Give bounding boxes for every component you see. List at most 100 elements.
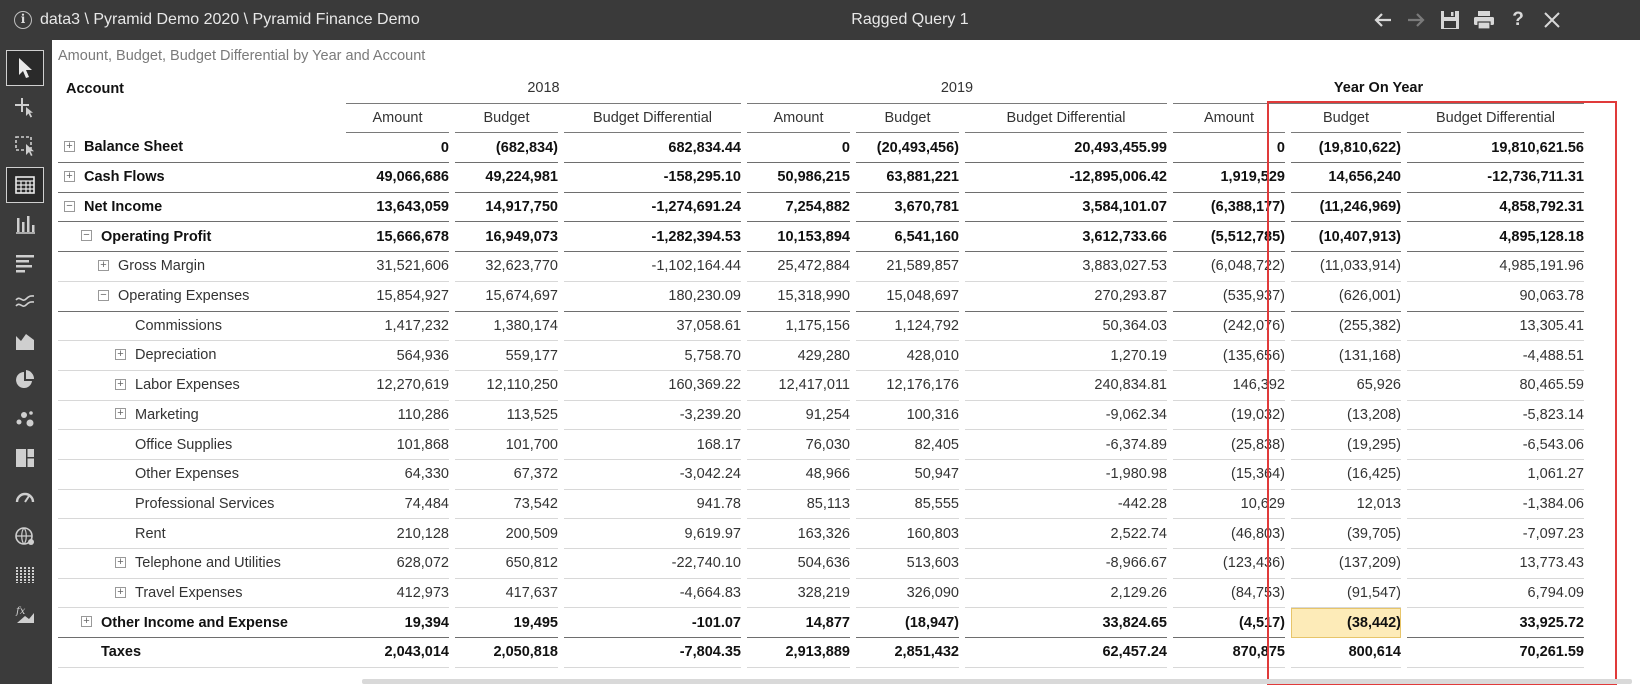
value-cell[interactable]: (242,076) (1173, 311, 1285, 342)
help-icon[interactable]: ? (1512, 9, 1524, 30)
value-cell[interactable]: 682,834.44 (564, 132, 741, 164)
value-cell[interactable]: (626,001) (1291, 281, 1401, 312)
value-cell[interactable]: 91,254 (747, 400, 850, 431)
value-cell[interactable]: 559,177 (455, 340, 558, 371)
value-cell[interactable]: 19,394 (346, 607, 449, 639)
value-cell[interactable]: 428,010 (856, 340, 959, 371)
table-row[interactable]: Rent 210,128 200,509 9,619.97 163,326 160,803… (58, 518, 1584, 549)
table-row[interactable]: + Marketing 110,286 113,525 -3,239.20 91,254 1… (58, 400, 1584, 431)
value-cell[interactable]: 1,417,232 (346, 311, 449, 342)
expand-icon[interactable]: + (64, 170, 75, 182)
account-cell[interactable]: Commissions (58, 311, 346, 342)
expand-icon[interactable]: + (115, 408, 126, 420)
value-cell[interactable]: 63,881,221 (856, 162, 959, 193)
value-cell[interactable]: 48,966 (747, 459, 850, 490)
value-cell[interactable]: 4,858,792.31 (1407, 192, 1584, 223)
measure-header-budget[interactable]: Budget (1291, 103, 1401, 134)
table-row[interactable]: + Labor Expenses 12,270,619 12,110,250 160,3… (58, 370, 1584, 401)
value-cell[interactable]: 13,773.43 (1407, 548, 1584, 579)
table-row[interactable]: + Gross Margin 31,521,606 32,623,770 -1,102,… (58, 251, 1584, 282)
account-cell[interactable]: + Labor Expenses (58, 370, 346, 401)
table-row[interactable]: + Depreciation 564,936 559,177 5,758.70 429,2… (58, 340, 1584, 371)
table-row[interactable]: + Telephone and Utilities 628,072 650,812 -2… (58, 548, 1584, 579)
value-cell[interactable]: 2,913,889 (747, 637, 850, 668)
value-cell[interactable]: -1,384.06 (1407, 489, 1584, 520)
value-cell[interactable]: -6,374.89 (965, 429, 1167, 460)
value-cell[interactable]: 110,286 (346, 400, 449, 431)
value-cell[interactable]: 4,985,191.96 (1407, 251, 1584, 282)
value-cell[interactable]: 0 (346, 132, 449, 164)
account-cell[interactable]: + Other Income and Expense (58, 607, 346, 639)
value-cell[interactable]: 14,656,240 (1291, 162, 1401, 193)
account-cell[interactable]: + Gross Margin (58, 251, 346, 282)
table-row[interactable]: Commissions 1,417,232 1,380,174 37,058.61 1,… (58, 311, 1584, 342)
value-cell[interactable]: -22,740.10 (564, 548, 741, 579)
value-cell[interactable]: 6,541,160 (856, 221, 959, 253)
value-cell[interactable]: -6,543.06 (1407, 429, 1584, 460)
value-cell[interactable]: 870,875 (1173, 637, 1285, 668)
expand-icon[interactable]: + (115, 349, 126, 361)
value-cell[interactable]: (15,364) (1173, 459, 1285, 490)
value-cell[interactable]: 73,542 (455, 489, 558, 520)
account-cell[interactable]: + Travel Expenses (58, 578, 346, 609)
value-cell[interactable]: -4,664.83 (564, 578, 741, 609)
value-cell[interactable]: 240,834.81 (965, 370, 1167, 401)
value-cell[interactable]: 33,925.72 (1407, 607, 1584, 639)
value-cell[interactable]: 50,986,215 (747, 162, 850, 193)
value-cell[interactable]: (255,382) (1291, 311, 1401, 342)
year-header-2018[interactable]: 2018 (346, 74, 741, 104)
gauge-icon[interactable] (6, 479, 44, 515)
value-cell[interactable]: 14,917,750 (455, 192, 558, 223)
value-cell[interactable]: 3,670,781 (856, 192, 959, 223)
value-cell[interactable]: 14,877 (747, 607, 850, 639)
value-cell[interactable]: 9,619.97 (564, 518, 741, 549)
value-cell[interactable]: 504,636 (747, 548, 850, 579)
table-row[interactable]: + Balance Sheet 0 (682,834) 682,834.44 0 (20,4… (58, 132, 1584, 164)
value-cell[interactable]: -158,295.10 (564, 162, 741, 193)
account-cell[interactable]: − Net Income (58, 192, 346, 223)
value-cell[interactable]: 328,219 (747, 578, 850, 609)
value-cell[interactable]: 12,013 (1291, 489, 1401, 520)
value-cell[interactable]: 12,176,176 (856, 370, 959, 401)
print-icon[interactable] (1469, 6, 1499, 34)
value-cell[interactable]: -3,239.20 (564, 400, 741, 431)
value-cell[interactable]: 0 (1173, 132, 1285, 164)
value-cell[interactable]: 326,090 (856, 578, 959, 609)
value-cell[interactable]: 15,854,927 (346, 281, 449, 312)
value-cell[interactable]: -4,488.51 (1407, 340, 1584, 371)
value-cell[interactable]: 163,326 (747, 518, 850, 549)
value-cell[interactable]: 564,936 (346, 340, 449, 371)
pointer-icon[interactable] (6, 50, 44, 86)
save-icon[interactable] (1435, 6, 1465, 34)
value-cell[interactable]: 1,124,792 (856, 311, 959, 342)
value-cell[interactable]: 10,153,894 (747, 221, 850, 253)
value-cell[interactable]: (535,937) (1173, 281, 1285, 312)
value-cell[interactable]: (18,947) (856, 607, 959, 639)
value-cell[interactable]: 429,280 (747, 340, 850, 371)
collapse-icon[interactable]: − (64, 200, 75, 212)
value-cell[interactable]: (11,246,969) (1291, 192, 1401, 223)
table-row[interactable]: − Net Income 13,643,059 14,917,750 -1,274,69… (58, 192, 1584, 223)
value-cell[interactable]: 70,261.59 (1407, 637, 1584, 668)
value-cell[interactable]: 82,405 (856, 429, 959, 460)
measure-header-budget-differential[interactable]: Budget Differential (564, 103, 741, 134)
value-cell[interactable]: 90,063.78 (1407, 281, 1584, 312)
value-cell[interactable]: (46,803) (1173, 518, 1285, 549)
value-cell[interactable]: 650,812 (455, 548, 558, 579)
value-cell[interactable]: -8,966.67 (965, 548, 1167, 579)
select-area-icon[interactable] (6, 128, 44, 164)
value-cell[interactable]: -1,102,164.44 (564, 251, 741, 282)
table-row[interactable]: Other Expenses 64,330 67,372 -3,042.24 48,96… (58, 459, 1584, 490)
value-cell[interactable]: 50,364.03 (965, 311, 1167, 342)
value-cell[interactable]: (20,493,456) (856, 132, 959, 164)
value-cell[interactable]: (135,656) (1173, 340, 1285, 371)
value-cell[interactable]: 62,457.24 (965, 637, 1167, 668)
value-cell[interactable]: 12,110,250 (455, 370, 558, 401)
value-cell[interactable]: 270,293.87 (965, 281, 1167, 312)
area-chart-icon[interactable] (6, 323, 44, 359)
measure-header-budget-differential[interactable]: Budget Differential (1407, 103, 1584, 134)
value-cell[interactable]: 37,058.61 (564, 311, 741, 342)
value-cell[interactable]: -1,282,394.53 (564, 221, 741, 253)
value-cell[interactable]: 417,637 (455, 578, 558, 609)
measure-header-amount[interactable]: Amount (747, 103, 850, 134)
